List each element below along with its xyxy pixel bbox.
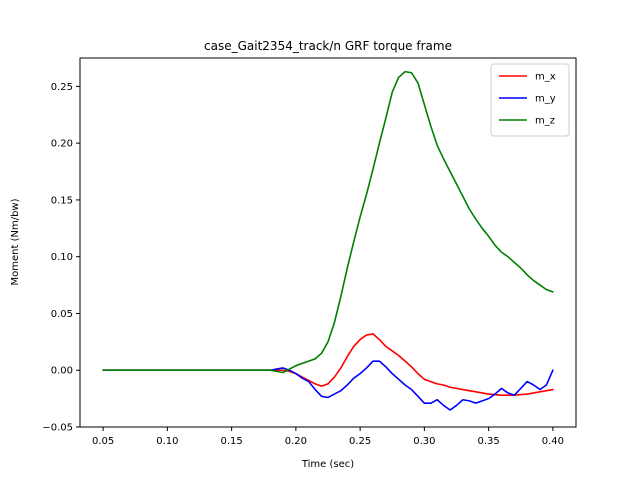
series-layer (102, 70, 554, 411)
chart-title: case_Gait2354_track/n GRF torque frame (204, 39, 452, 53)
y-axis-ticks: −0.05 0.00 0.05 0.10 0.15 0.20 0.25 (42, 82, 80, 434)
y-tick-label: 0.10 (51, 252, 73, 263)
series-line-m-y (102, 360, 554, 411)
y-tick-label: 0.25 (51, 82, 73, 93)
y-axis-label: Moment (Nm/bw) (10, 198, 21, 285)
y-tick-label: 0.20 (51, 139, 73, 150)
series-line-m-x (102, 333, 554, 397)
x-axis-ticks: 0.05 0.10 0.15 0.20 0.25 0.30 0.35 0.40 (92, 427, 564, 447)
x-tick-label: 0.25 (349, 436, 371, 447)
y-tick-label: 0.05 (51, 309, 73, 320)
y-tick-label: 0.00 (51, 366, 73, 377)
legend-box (490, 63, 570, 137)
x-axis-label: Time (sec) (301, 459, 354, 470)
x-tick-label: 0.20 (285, 436, 307, 447)
x-tick-label: 0.05 (92, 436, 114, 447)
legend-label-m-y: m_y (535, 94, 556, 105)
x-tick-label: 0.10 (156, 436, 178, 447)
x-tick-label: 0.35 (477, 436, 499, 447)
series-line-m-z (102, 70, 554, 374)
x-tick-label: 0.30 (413, 436, 435, 447)
x-tick-label: 0.15 (220, 436, 242, 447)
legend: m_x m_y m_z (490, 63, 570, 137)
legend-label-m-x: m_x (535, 72, 556, 83)
axes-frame (79, 57, 577, 428)
x-tick-label: 0.40 (542, 436, 564, 447)
legend-label-m-z: m_z (535, 116, 555, 127)
y-tick-label: −0.05 (42, 423, 73, 434)
y-tick-label: 0.15 (51, 195, 73, 206)
